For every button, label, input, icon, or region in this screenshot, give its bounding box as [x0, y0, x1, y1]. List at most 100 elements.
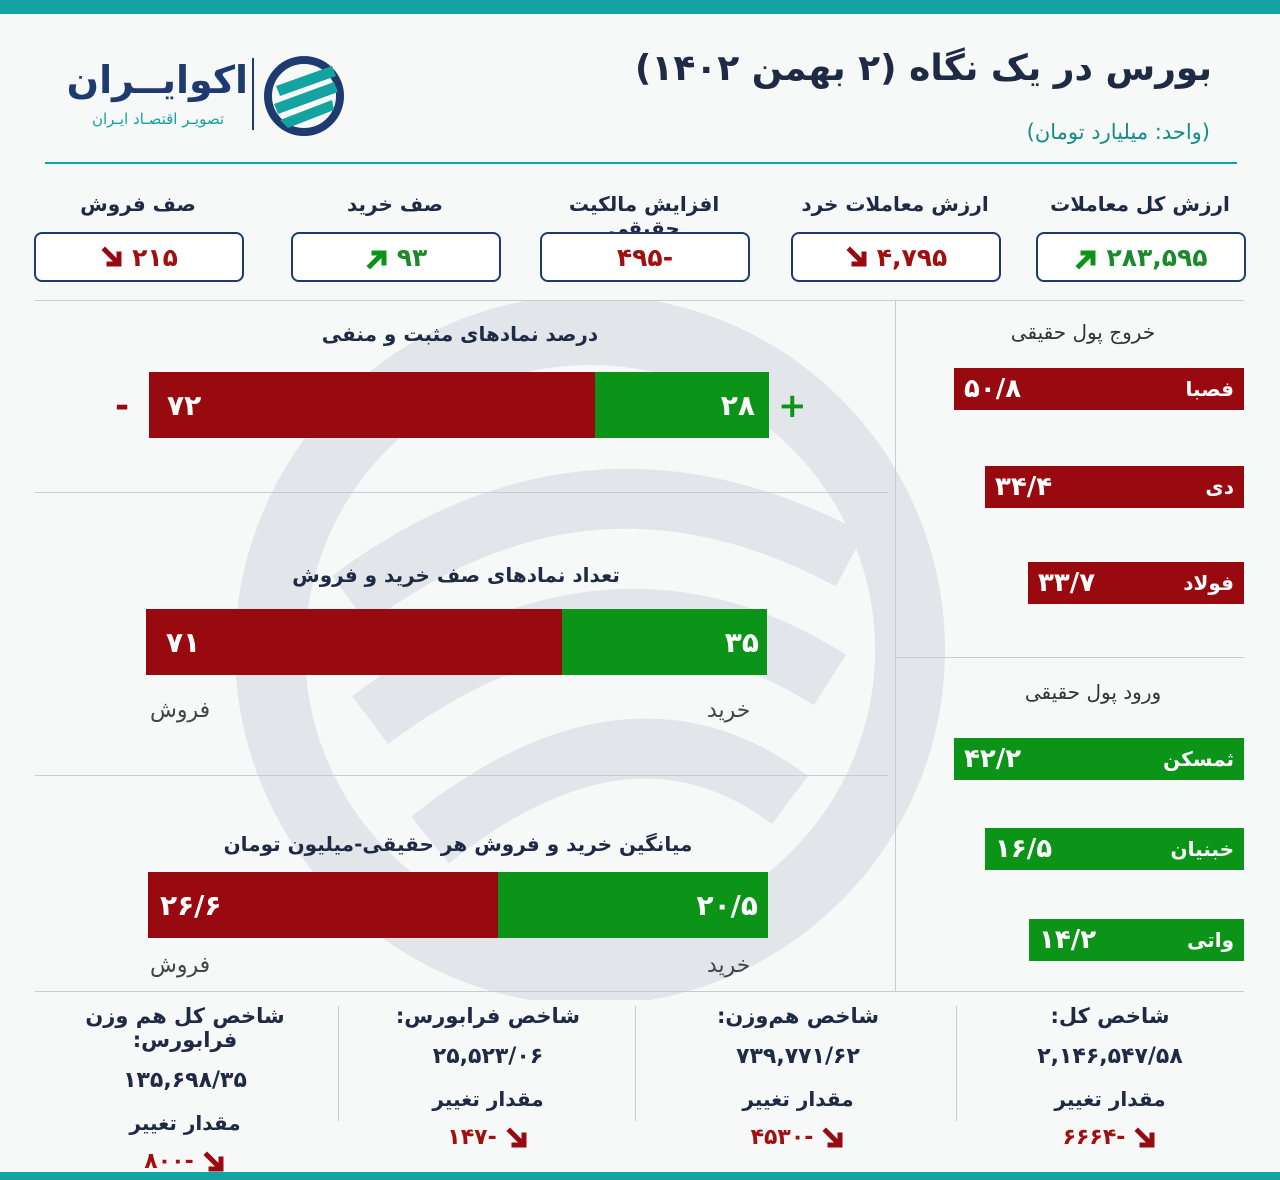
kpi-label: ارزش معاملات خرد: [801, 192, 989, 216]
bar-positive: ۲۸: [595, 372, 769, 438]
inflow-bar: خبنیان ۱۶/۵: [985, 828, 1244, 870]
index-title: شاخص کل:: [1050, 1004, 1170, 1028]
kpi-label: صف فروش: [80, 192, 196, 216]
side-bar-value: ۴۲/۲: [964, 744, 1022, 774]
kpi-box: ۲۱۵: [34, 232, 244, 282]
chart-positive-negative: ۷۲ ۲۸: [149, 372, 769, 438]
inflow-bar: واتی ۱۴/۲: [1029, 919, 1244, 961]
bar-positive-label: ۲۸: [720, 388, 755, 422]
chart-positive-negative-title: درصد نمادهای مثبت و منفی: [321, 322, 599, 346]
kpi-value: ۹۳: [396, 242, 428, 272]
index-title: شاخص کل هم وزن فرابورس:: [85, 1004, 285, 1052]
kpi-value: -۴۹۵: [616, 242, 674, 272]
bar-negative: ۷۲: [149, 372, 596, 438]
index-value: ۲۵,۵۲۳/۰۶: [432, 1044, 544, 1069]
unit-subtitle: (واحد: میلیارد تومان): [1026, 120, 1210, 144]
side-bar-value: ۵۰/۸: [964, 374, 1022, 404]
index-change-value: -۶۶۶۴: [1062, 1125, 1126, 1150]
bar-buy-average: ۲۰/۵: [498, 872, 768, 938]
side-bar-name: فصبا: [1185, 377, 1234, 401]
index-value: ۱۳۵,۶۹۸/۳۵: [123, 1068, 247, 1093]
index-block: شاخص کل هم وزن فرابورس: ۱۳۵,۶۹۸/۳۵ مقدار ت…: [30, 1004, 340, 1174]
index-change-label: مقدار تغییر: [1054, 1087, 1166, 1111]
kpi-value: ۲۸۳,۵۹۵: [1106, 242, 1208, 272]
buy-caption-2: خرید: [707, 953, 751, 978]
chart-queue-title: تعداد نمادهای صف خرید و فروش: [292, 563, 620, 587]
arrow-up-icon: [366, 250, 387, 269]
brand-name: اکوایــران: [66, 58, 248, 102]
side-bar-value: ۱۶/۵: [995, 834, 1053, 864]
kpi-value: ۲۱۵: [132, 242, 178, 272]
side-bar-name: فولاد: [1183, 571, 1234, 595]
chart-average-title: میانگین خرید و فروش هر حقیقی-میلیون توما…: [223, 832, 693, 856]
side-bar-name: ثمسکن: [1163, 747, 1234, 771]
index-change-label: مقدار تغییر: [432, 1087, 544, 1111]
arrow-up-icon: [1075, 250, 1096, 269]
index-change-value: -۴۵۳۰: [750, 1125, 814, 1150]
index-sep-2: [635, 1006, 636, 1121]
divider-mid-1: [35, 492, 888, 493]
index-title: شاخص هم‌وزن:: [716, 1004, 880, 1028]
chart-queue: ۷۱ ۳۵: [146, 609, 767, 675]
kpi-box: ۲۸۳,۵۹۵: [1036, 232, 1246, 282]
index-change: -۸۰۰: [30, 1149, 340, 1174]
index-change-value: -۱۴۷: [447, 1125, 497, 1150]
bar-sell-queue-label: ۷۱: [166, 625, 201, 659]
kpi-box: -۴۹۵: [540, 232, 750, 282]
divider-vertical: [895, 300, 896, 992]
bottom-frame: [0, 1172, 1280, 1180]
arrow-down-icon: [846, 246, 867, 267]
side-bar-name: واتی: [1186, 928, 1234, 952]
index-sep-3: [338, 1006, 339, 1121]
arrow-down-icon: [101, 246, 122, 267]
divider-side: [895, 657, 1244, 658]
side-bar-name: دی: [1205, 475, 1234, 499]
plus-sign: +: [778, 386, 807, 426]
index-change-label: مقدار تغییر: [129, 1111, 241, 1135]
bar-sell-queue: ۷۱: [146, 609, 562, 675]
sell-caption-1: فروش: [150, 698, 211, 723]
side-bar-name: خبنیان: [1170, 837, 1235, 861]
outflow-title: خروج پول حقیقی: [1010, 320, 1156, 344]
index-change-value: -۸۰۰: [144, 1149, 194, 1174]
ecoiran-logo-icon: [264, 56, 344, 136]
side-bar-value: ۱۴/۲: [1039, 925, 1097, 955]
outflow-bar: فصبا ۵۰/۸: [954, 368, 1244, 410]
bar-buy-queue: ۳۵: [561, 609, 767, 675]
arrow-down-icon: [506, 1126, 527, 1147]
outflow-bar: دی ۳۴/۴: [985, 466, 1244, 508]
index-block: شاخص هم‌وزن: ۷۳۹,۷۷۱/۶۲ مقدار تغییر -۴۵۳۰: [640, 1004, 956, 1150]
kpi-label: صف خرید: [346, 192, 444, 216]
arrow-down-icon: [1134, 1126, 1155, 1147]
side-bar-value: ۳۴/۴: [995, 472, 1053, 502]
inflow-bar: ثمسکن ۴۲/۲: [954, 738, 1244, 780]
buy-caption-1: خرید: [707, 698, 751, 723]
kpi-value: ۴,۷۹۵: [876, 242, 948, 272]
divider-mid-2: [35, 775, 888, 776]
index-block: شاخص فرابورس: ۲۵,۵۲۳/۰۶ مقدار تغییر -۱۴۷: [340, 1004, 636, 1150]
index-value: ۲,۱۴۶,۵۴۷/۵۸: [1037, 1044, 1183, 1069]
index-change-label: مقدار تغییر: [742, 1087, 854, 1111]
index-value: ۷۳۹,۷۷۱/۶۲: [736, 1044, 860, 1069]
bar-sell-average-label: ۲۶/۶: [160, 888, 222, 922]
arrow-down-icon: [822, 1126, 843, 1147]
page-title: بورس در یک نگاه (۲ بهمن ۱۴۰۲): [634, 48, 1212, 89]
kpi-box: ۴,۷۹۵: [791, 232, 1001, 282]
inflow-title: ورود پول حقیقی: [1024, 680, 1162, 704]
divider-top: [35, 300, 1244, 301]
logo-separator: [252, 58, 254, 130]
index-change: -۶۶۶۴: [960, 1125, 1260, 1150]
bar-sell-average: ۲۶/۶: [148, 872, 499, 938]
index-change: -۴۵۳۰: [640, 1125, 956, 1150]
bar-buy-average-label: ۲۰/۵: [696, 888, 758, 922]
divider-bottom: [35, 991, 1244, 992]
index-change: -۱۴۷: [340, 1125, 636, 1150]
brand-tagline: تصویـر اقتصـاد ایـران: [91, 110, 225, 128]
chart-average: ۲۶/۶ ۲۰/۵: [148, 872, 768, 938]
bar-negative-label: ۷۲: [167, 388, 202, 422]
index-block: شاخص کل: ۲,۱۴۶,۵۴۷/۵۸ مقدار تغییر -۶۶۶۴: [960, 1004, 1260, 1150]
kpi-box: ۹۳: [291, 232, 501, 282]
sell-caption-2: فروش: [150, 953, 211, 978]
kpi-label: ارزش کل معاملات: [1050, 192, 1230, 216]
minus-sign: -: [115, 386, 130, 426]
